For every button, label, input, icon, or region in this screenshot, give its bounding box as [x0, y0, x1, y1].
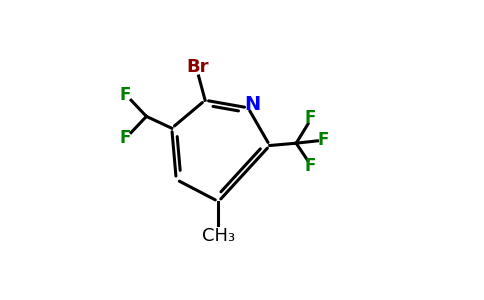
Text: F: F: [304, 157, 316, 175]
Text: F: F: [304, 109, 316, 127]
Text: Br: Br: [186, 58, 209, 76]
Text: CH₃: CH₃: [202, 227, 235, 245]
Text: F: F: [120, 86, 131, 104]
Text: F: F: [120, 129, 131, 147]
Text: F: F: [318, 131, 329, 149]
Text: N: N: [244, 95, 260, 114]
